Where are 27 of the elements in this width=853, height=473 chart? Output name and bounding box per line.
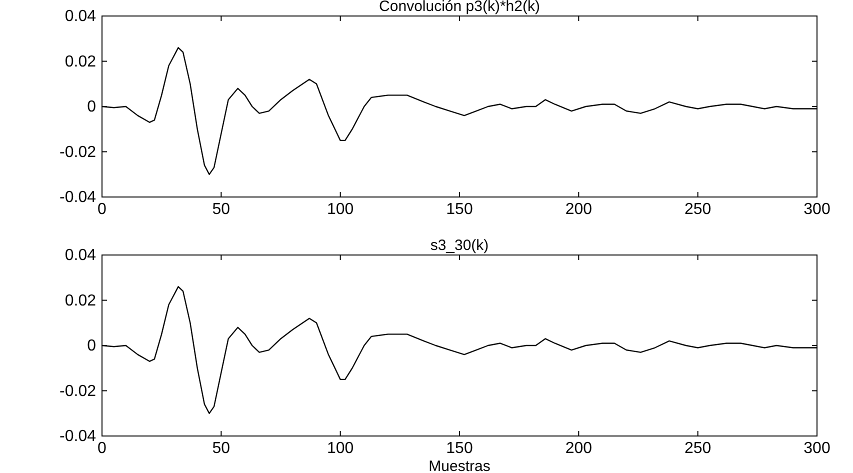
x-tick-label: 250 xyxy=(684,201,712,218)
x-tick-label: 0 xyxy=(98,440,107,457)
y-tick-label: 0 xyxy=(87,338,96,354)
x-tick-label: 100 xyxy=(326,201,354,218)
x-tick-label: 200 xyxy=(565,440,592,457)
y-tick-label: 0 xyxy=(87,98,96,116)
x-tick-label: 0 xyxy=(98,201,107,218)
y-tick-label: -0.04 xyxy=(60,189,96,206)
y-tick-label: 0.02 xyxy=(64,53,96,70)
x-tick-label: 300 xyxy=(804,201,830,218)
x-tick-label: 100 xyxy=(326,440,354,457)
y-tick-label: 0.04 xyxy=(64,247,96,264)
chart-title: s3_30(k) xyxy=(430,237,489,254)
x-tick-label: 200 xyxy=(565,201,592,218)
x-axis-title: Muestras xyxy=(428,458,490,473)
x-tick-label: 50 xyxy=(212,201,230,218)
x-tick-label: 300 xyxy=(804,440,830,457)
y-tick-label: -0.02 xyxy=(60,144,96,161)
y-tick-label: 0.02 xyxy=(64,292,96,310)
x-tick-label: 250 xyxy=(684,440,712,457)
y-tick-label: 0.04 xyxy=(64,8,96,25)
x-tick-label: 50 xyxy=(212,440,230,457)
chart-title: Convolución p3(k)*h2(k) xyxy=(379,0,540,15)
y-tick-label: -0.02 xyxy=(60,382,96,400)
x-tick-label: 150 xyxy=(446,201,473,218)
y-tick-label: -0.04 xyxy=(60,428,96,445)
x-tick-label: 150 xyxy=(446,440,473,457)
